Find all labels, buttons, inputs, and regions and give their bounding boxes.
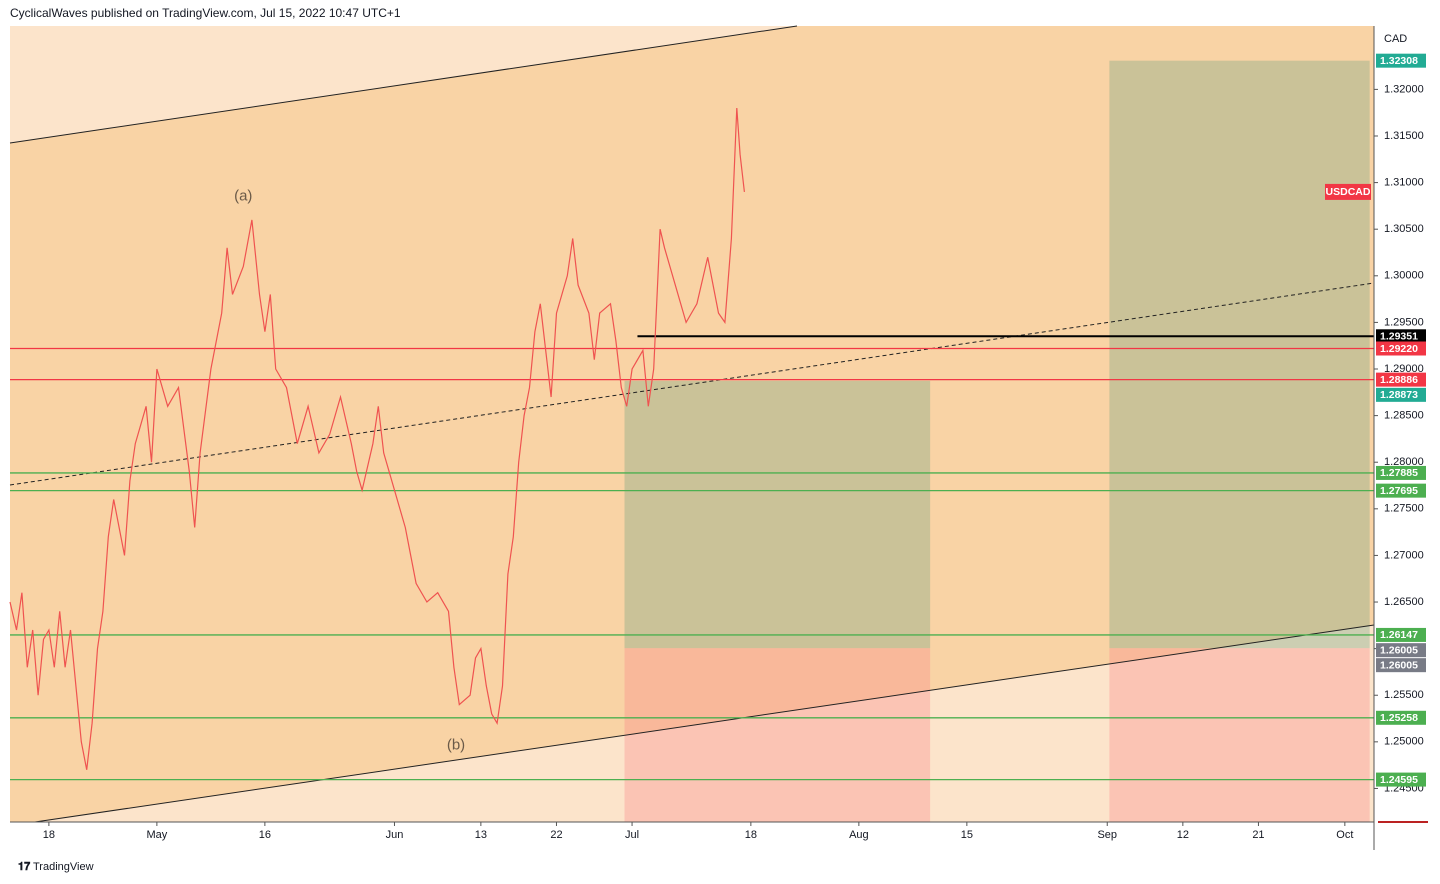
level-label: 1.25258 <box>1380 712 1418 724</box>
y-tick-label: 1.30500 <box>1384 223 1424 235</box>
level-label-bg <box>1376 372 1426 387</box>
price: (a) (b) <box>9 107 745 770</box>
level-label-bg <box>1376 465 1426 480</box>
y-tick-label: 1.31000 <box>1384 176 1424 188</box>
box-top-label: 1.32308 <box>1380 55 1418 67</box>
wave-label: (b) <box>447 737 465 754</box>
corner <box>1375 822 1440 850</box>
box-top-label: 1.28873 <box>1380 389 1418 401</box>
y-tick-label: 1.28000 <box>1384 456 1424 468</box>
wave-label: (a) <box>234 188 252 205</box>
target-zone <box>1109 60 1370 649</box>
x-tick-label: Aug <box>849 829 869 841</box>
trend-dashed <box>9 282 1375 486</box>
x-tick-label: 16 <box>259 829 271 841</box>
level-label-bg <box>1376 772 1426 787</box>
y-tick-label: 1.30000 <box>1384 270 1424 282</box>
target-zone <box>624 380 931 649</box>
level-label: 1.24595 <box>1380 774 1418 786</box>
box-top-label-bg <box>1376 53 1426 68</box>
y-tick-label: 1.31500 <box>1384 130 1424 142</box>
boxes <box>624 60 1370 822</box>
brand-logo: 𝟏𝟕 <box>18 861 31 873</box>
y-tick-label: 1.27500 <box>1384 503 1424 515</box>
outside-channel-bottom <box>10 625 1374 822</box>
level-label: 1.27885 <box>1380 467 1418 479</box>
x-tick-label: 21 <box>1252 829 1264 841</box>
level-label-bg <box>1376 329 1426 344</box>
x-tick-label: 13 <box>475 829 487 841</box>
level-label: 1.28886 <box>1380 374 1418 386</box>
box-mid-label-bg <box>1376 643 1426 658</box>
x-tick-label: May <box>146 829 167 841</box>
x-tick-label: 18 <box>745 829 757 841</box>
y-tick-label: 1.32000 <box>1384 83 1424 95</box>
box-mid-label-bg <box>1376 658 1426 673</box>
y-tick-label: 1.29000 <box>1384 363 1424 375</box>
y-tick-label: 1.25000 <box>1384 736 1424 748</box>
x-tick-label: Jul <box>625 829 639 841</box>
currency: CAD <box>1384 33 1407 45</box>
stop-zone <box>1109 648 1370 822</box>
x-tick-label: 22 <box>550 829 562 841</box>
level-label-bg <box>1376 627 1426 642</box>
box-mid-label: 1.26005 <box>1380 659 1418 671</box>
price-line <box>9 107 745 770</box>
symbol-label: USDCAD <box>1326 186 1371 198</box>
level-label: 1.26147 <box>1380 629 1418 641</box>
x-tick-label: 18 <box>43 829 55 841</box>
x-tick-label: Jun <box>386 829 404 841</box>
axes: 1.245001.250001.255001.260001.265001.270… <box>43 53 1426 841</box>
x-tick-label: 15 <box>961 829 973 841</box>
stop-zone <box>624 648 931 822</box>
symbol-label-bg <box>1325 183 1371 200</box>
x-tick-label: Sep <box>1097 829 1117 841</box>
y-tick-label: 1.26500 <box>1384 596 1424 608</box>
box-top-label-bg <box>1376 387 1426 402</box>
y-tick-label: 1.29500 <box>1384 316 1424 328</box>
level-label-bg <box>1376 341 1426 356</box>
level-label-bg <box>1376 483 1426 498</box>
y-tick-label: 1.27000 <box>1384 549 1424 561</box>
levels <box>10 335 1374 781</box>
header: CyclicalWaves published on TradingView.c… <box>10 6 401 20</box>
level-label: 1.27695 <box>1380 485 1418 497</box>
x-tick-label: Oct <box>1336 829 1353 841</box>
box-mid-label: 1.26005 <box>1380 644 1418 656</box>
level-label: 1.29220 <box>1380 343 1418 355</box>
brand: TradingView <box>33 861 94 873</box>
channel-lower <box>34 624 1375 823</box>
level-label: 1.29351 <box>1380 331 1418 343</box>
y-tick-label: 1.28500 <box>1384 410 1424 422</box>
level-label-bg <box>1376 710 1426 725</box>
y-tick-label: 1.25500 <box>1384 689 1424 701</box>
channel-upper <box>9 25 798 144</box>
x-tick-label: 12 <box>1177 829 1189 841</box>
